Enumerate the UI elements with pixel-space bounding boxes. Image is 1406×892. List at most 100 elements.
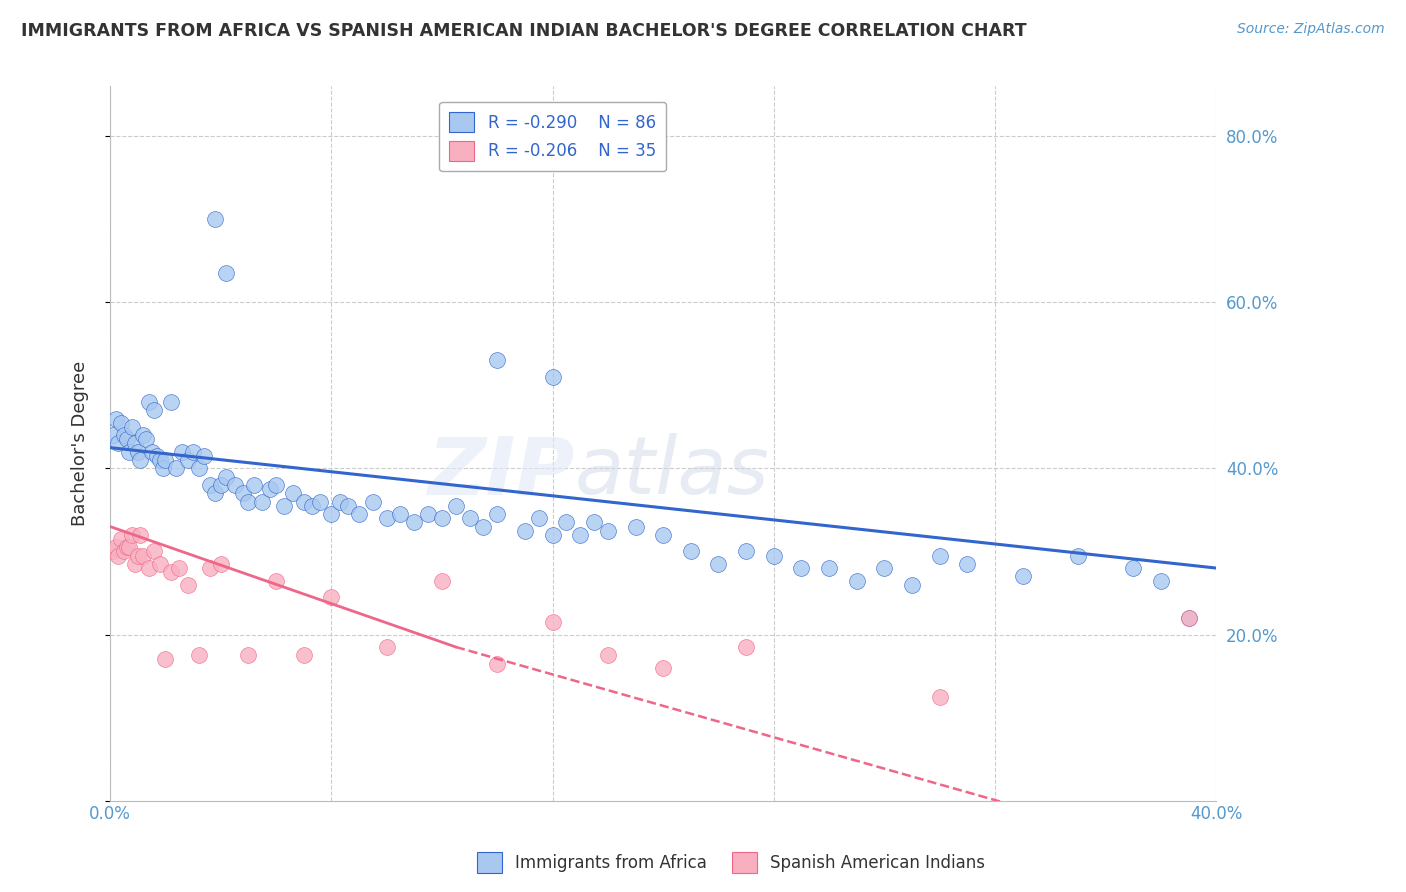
Point <box>273 499 295 513</box>
Point <box>430 511 453 525</box>
Point <box>873 561 896 575</box>
Point <box>416 507 439 521</box>
Point <box>347 507 370 521</box>
Text: ZIP: ZIP <box>427 433 575 511</box>
Point <box>901 577 924 591</box>
Point <box>209 557 232 571</box>
Point <box>193 449 215 463</box>
Point <box>583 516 606 530</box>
Point <box>110 416 132 430</box>
Point <box>375 640 398 654</box>
Point <box>652 528 675 542</box>
Point <box>115 433 138 447</box>
Point <box>707 557 730 571</box>
Point <box>129 528 152 542</box>
Point <box>187 461 209 475</box>
Point <box>845 574 868 588</box>
Point <box>404 516 426 530</box>
Point <box>141 444 163 458</box>
Point <box>238 648 260 663</box>
Point <box>928 549 950 563</box>
Point <box>170 444 193 458</box>
Point <box>112 428 135 442</box>
Point <box>762 549 785 563</box>
Point <box>204 486 226 500</box>
Point <box>132 549 155 563</box>
Point <box>176 453 198 467</box>
Point <box>215 266 238 280</box>
Point <box>112 544 135 558</box>
Point <box>292 648 315 663</box>
Point <box>118 541 141 555</box>
Point <box>389 507 412 521</box>
Point <box>204 212 226 227</box>
Point <box>735 544 758 558</box>
Point <box>138 395 160 409</box>
Point <box>198 561 221 575</box>
Point <box>541 528 564 542</box>
Point <box>1067 549 1090 563</box>
Point <box>160 395 183 409</box>
Point <box>430 574 453 588</box>
Point <box>555 516 578 530</box>
Point <box>292 494 315 508</box>
Point <box>264 574 287 588</box>
Point <box>118 444 141 458</box>
Point <box>735 640 758 654</box>
Point <box>652 661 675 675</box>
Point <box>165 461 187 475</box>
Point <box>486 353 509 368</box>
Point <box>149 453 172 467</box>
Point <box>101 544 124 558</box>
Point <box>527 511 550 525</box>
Point <box>596 648 619 663</box>
Point <box>956 557 979 571</box>
Point <box>176 577 198 591</box>
Point <box>143 403 166 417</box>
Point <box>790 561 813 575</box>
Point <box>209 478 232 492</box>
Point <box>243 478 266 492</box>
Point <box>1011 569 1033 583</box>
Point <box>167 561 190 575</box>
Point <box>818 561 841 575</box>
Point <box>541 615 564 629</box>
Point <box>146 449 169 463</box>
Point <box>281 486 304 500</box>
Point <box>596 524 619 538</box>
Point <box>232 486 254 500</box>
Point <box>127 444 149 458</box>
Point <box>127 549 149 563</box>
Point <box>264 478 287 492</box>
Point <box>215 469 238 483</box>
Point <box>513 524 536 538</box>
Point <box>301 499 323 513</box>
Point <box>115 541 138 555</box>
Point <box>309 494 332 508</box>
Point <box>928 690 950 704</box>
Point <box>259 482 281 496</box>
Point <box>104 541 127 555</box>
Point <box>321 590 343 604</box>
Point <box>181 444 204 458</box>
Point <box>329 494 352 508</box>
Point <box>107 549 129 563</box>
Point <box>361 494 384 508</box>
Text: Source: ZipAtlas.com: Source: ZipAtlas.com <box>1237 22 1385 37</box>
Point <box>238 494 260 508</box>
Point <box>486 507 509 521</box>
Point <box>321 507 343 521</box>
Point <box>198 478 221 492</box>
Point <box>1177 611 1199 625</box>
Point <box>124 557 146 571</box>
Point <box>121 420 143 434</box>
Point <box>155 652 177 666</box>
Point <box>1122 561 1144 575</box>
Point <box>1177 611 1199 625</box>
Point <box>375 511 398 525</box>
Point <box>121 528 143 542</box>
Point <box>624 519 647 533</box>
Point <box>143 544 166 558</box>
Point <box>472 519 495 533</box>
Point <box>138 561 160 575</box>
